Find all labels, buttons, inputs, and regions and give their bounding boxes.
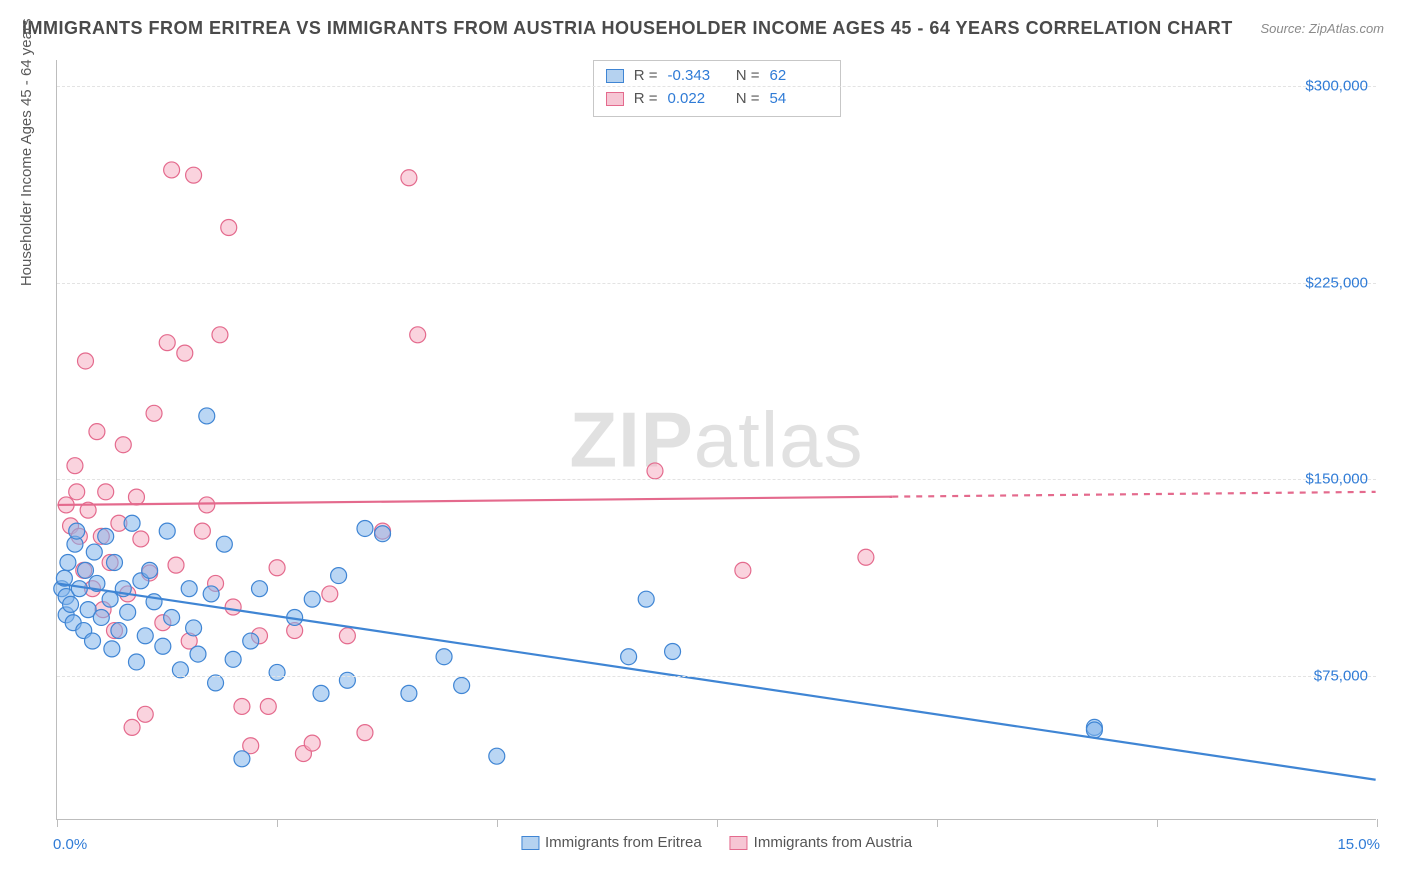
stats-row-series-1: R = -0.343 N = 62 (606, 65, 828, 88)
stat-R-label-2: R = (634, 88, 658, 111)
source-attrib: Source: ZipAtlas.com (1260, 21, 1384, 36)
title-bar: IMMIGRANTS FROM ERITREA VS IMMIGRANTS FR… (22, 18, 1384, 39)
stat-N-label-2: N = (736, 88, 760, 111)
y-tick-label: $225,000 (1305, 274, 1368, 291)
y-axis-label: Householder Income Ages 45 - 64 years (18, 19, 35, 287)
stat-R-value-2: 0.022 (668, 88, 726, 111)
y-tick-label: $75,000 (1314, 667, 1368, 684)
stat-N-value-1: 62 (770, 65, 828, 88)
stat-N-label: N = (736, 65, 760, 88)
stats-row-series-2: R = 0.022 N = 54 (606, 88, 828, 111)
x-axis-max-label: 15.0% (1337, 836, 1380, 853)
y-tick-label: $300,000 (1305, 78, 1368, 95)
legend-swatch-1 (521, 836, 539, 850)
stat-R-value-1: -0.343 (668, 65, 726, 88)
swatch-series-1 (606, 69, 624, 83)
stat-R-label: R = (634, 65, 658, 88)
swatch-series-2 (606, 92, 624, 106)
stat-N-value-2: 54 (770, 88, 828, 111)
legend: Immigrants from Eritrea Immigrants from … (521, 834, 912, 851)
legend-label-1: Immigrants from Eritrea (545, 834, 702, 851)
legend-label-2: Immigrants from Austria (754, 834, 912, 851)
x-axis-min-label: 0.0% (53, 836, 87, 853)
legend-swatch-2 (730, 836, 748, 850)
y-tick-label: $150,000 (1305, 471, 1368, 488)
correlation-stats-box: R = -0.343 N = 62 R = 0.022 N = 54 (593, 60, 841, 117)
legend-item-1: Immigrants from Eritrea (521, 834, 702, 851)
plot-area: ZIPatlas R = -0.343 N = 62 R = 0.022 N =… (56, 60, 1376, 820)
legend-item-2: Immigrants from Austria (730, 834, 912, 851)
chart-title: IMMIGRANTS FROM ERITREA VS IMMIGRANTS FR… (22, 18, 1233, 39)
scatter-svg (57, 60, 1376, 819)
